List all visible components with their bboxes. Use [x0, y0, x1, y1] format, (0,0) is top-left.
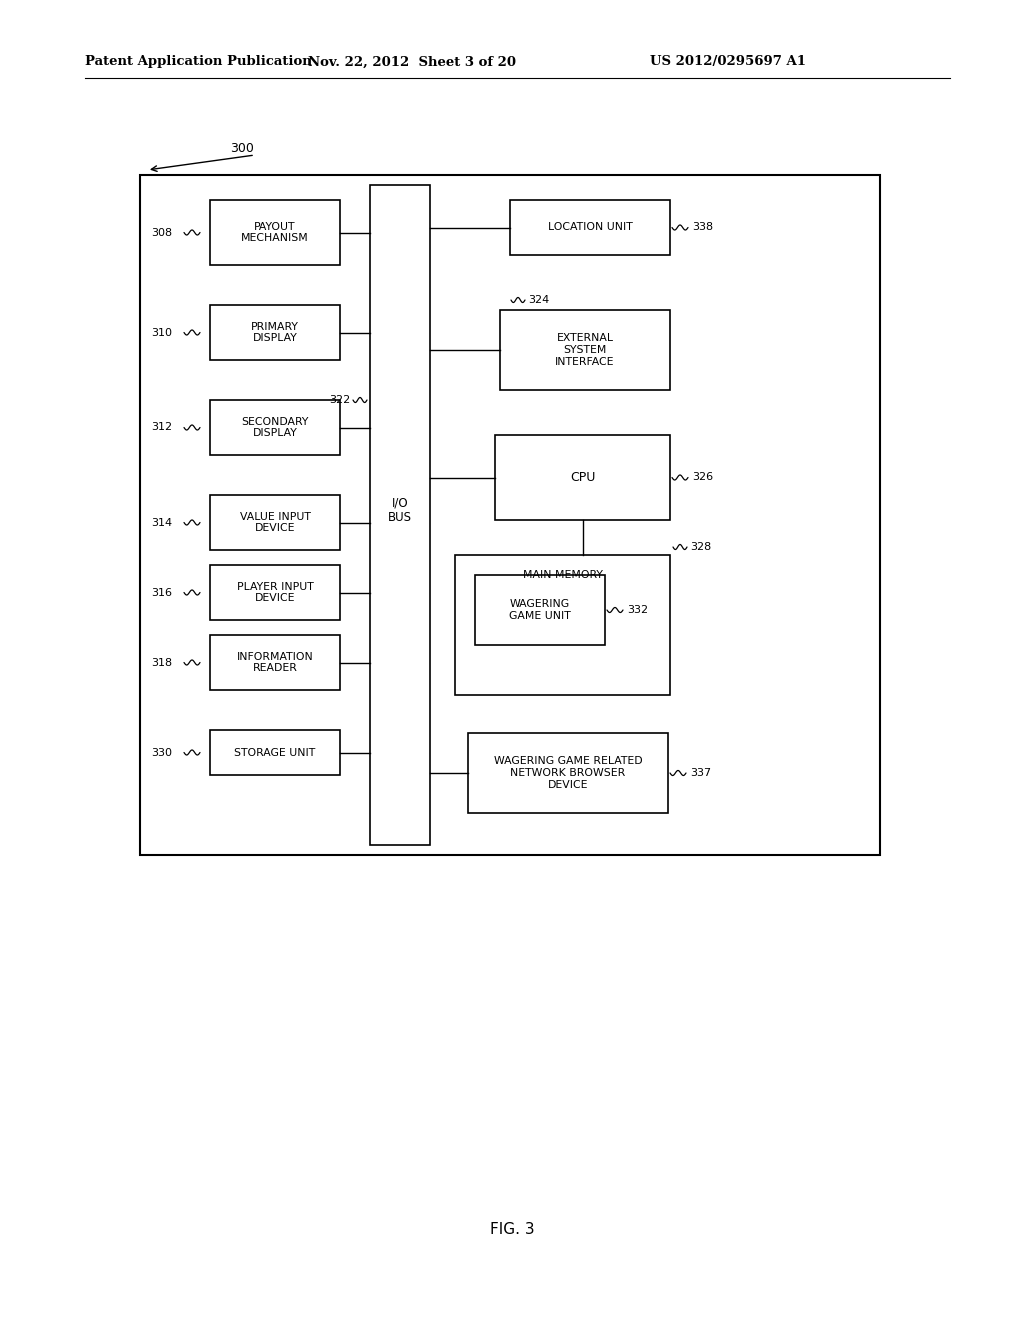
Bar — [510, 201, 670, 255]
Text: 337: 337 — [690, 768, 711, 777]
Text: 322: 322 — [329, 395, 350, 405]
Bar — [210, 635, 340, 690]
Bar — [475, 576, 605, 645]
Bar — [500, 310, 670, 389]
Bar — [455, 554, 670, 696]
Text: SECONDARY
DISPLAY: SECONDARY DISPLAY — [242, 417, 308, 438]
Bar — [370, 185, 430, 845]
Bar — [140, 176, 880, 855]
Text: 312: 312 — [151, 422, 172, 433]
Text: 324: 324 — [528, 294, 549, 305]
Text: 330: 330 — [151, 747, 172, 758]
Text: WAGERING GAME RELATED
NETWORK BROWSER
DEVICE: WAGERING GAME RELATED NETWORK BROWSER DE… — [494, 756, 642, 789]
Text: STORAGE UNIT: STORAGE UNIT — [234, 747, 315, 758]
Text: 308: 308 — [151, 227, 172, 238]
Text: PLAYER INPUT
DEVICE: PLAYER INPUT DEVICE — [237, 582, 313, 603]
Text: 318: 318 — [151, 657, 172, 668]
Bar — [210, 201, 340, 265]
Bar — [210, 305, 340, 360]
Text: 300: 300 — [230, 141, 254, 154]
Bar — [468, 733, 668, 813]
Bar — [210, 400, 340, 455]
Text: FIG. 3: FIG. 3 — [489, 1222, 535, 1238]
Text: Nov. 22, 2012  Sheet 3 of 20: Nov. 22, 2012 Sheet 3 of 20 — [308, 55, 516, 69]
Text: 332: 332 — [627, 605, 648, 615]
Text: 310: 310 — [151, 327, 172, 338]
Text: 338: 338 — [692, 223, 713, 232]
Text: 314: 314 — [151, 517, 172, 528]
Text: I/O
BUS: I/O BUS — [388, 496, 412, 524]
Text: 328: 328 — [690, 543, 712, 552]
Text: PAYOUT
MECHANISM: PAYOUT MECHANISM — [241, 222, 309, 243]
Text: US 2012/0295697 A1: US 2012/0295697 A1 — [650, 55, 806, 69]
Text: 316: 316 — [151, 587, 172, 598]
Bar — [210, 730, 340, 775]
Text: MAIN MEMORY: MAIN MEMORY — [522, 570, 602, 579]
Text: WAGERING
GAME UNIT: WAGERING GAME UNIT — [509, 599, 570, 620]
Text: INFORMATION
READER: INFORMATION READER — [237, 652, 313, 673]
Text: LOCATION UNIT: LOCATION UNIT — [548, 223, 633, 232]
Text: VALUE INPUT
DEVICE: VALUE INPUT DEVICE — [240, 512, 310, 533]
Text: Patent Application Publication: Patent Application Publication — [85, 55, 311, 69]
Text: PRIMARY
DISPLAY: PRIMARY DISPLAY — [251, 322, 299, 343]
Text: CPU: CPU — [569, 471, 595, 484]
Text: 326: 326 — [692, 473, 713, 483]
Bar — [495, 436, 670, 520]
Bar — [210, 565, 340, 620]
Text: EXTERNAL
SYSTEM
INTERFACE: EXTERNAL SYSTEM INTERFACE — [555, 334, 614, 367]
Bar — [210, 495, 340, 550]
